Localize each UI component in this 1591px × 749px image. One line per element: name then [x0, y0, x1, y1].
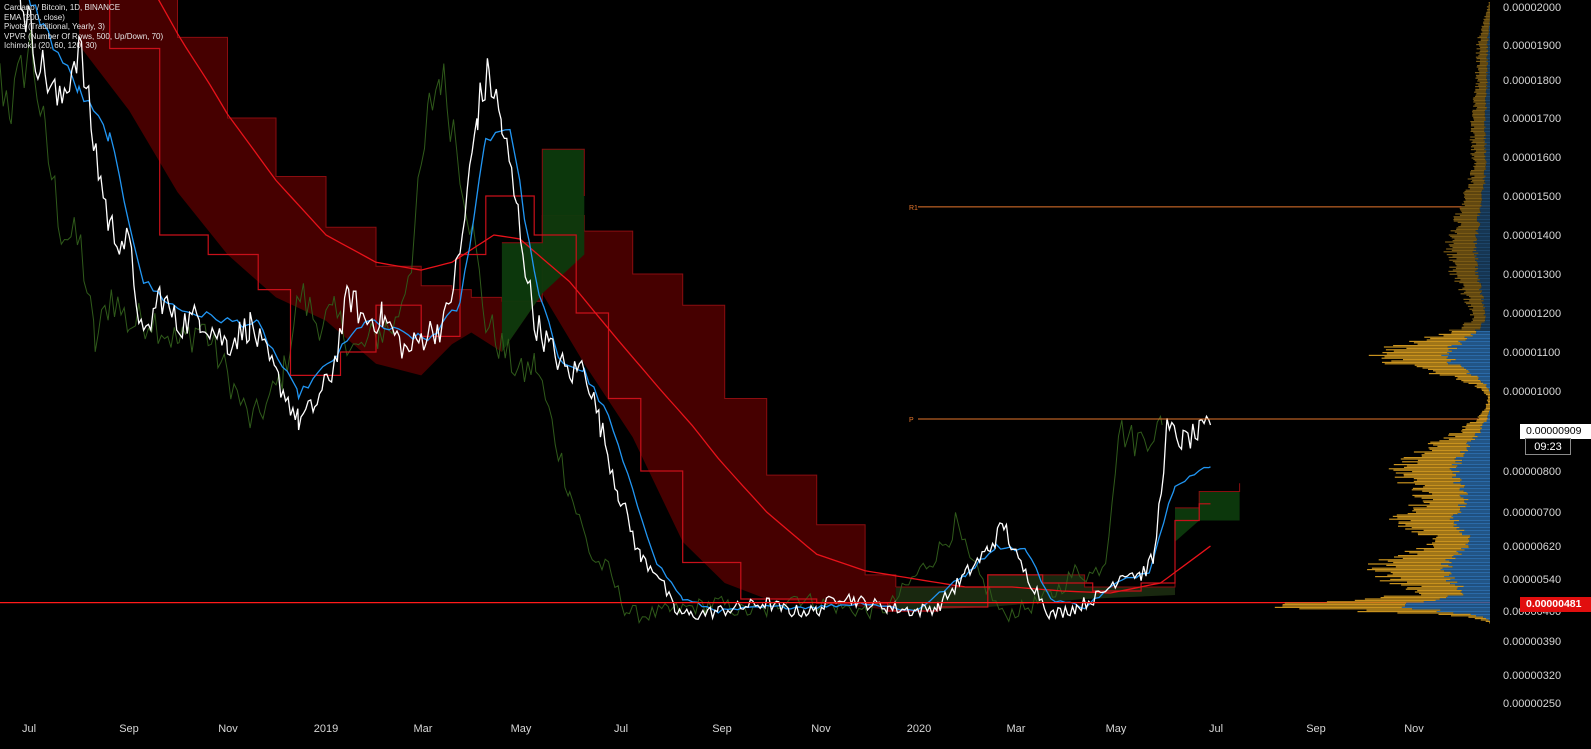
y-tick-label: 0.00001200: [1503, 308, 1561, 320]
y-tick-label: 0.00001400: [1503, 230, 1561, 242]
x-tick-label: Sep: [1306, 723, 1326, 735]
ichimoku-base-line: [109, 0, 1211, 612]
y-tick-label: 0.00001100: [1503, 347, 1560, 359]
y-tick-label: 0.00001600: [1503, 152, 1561, 164]
ichimoku-cloud-bear: [79, 0, 896, 611]
plot-area: R1 P: [0, 0, 1490, 625]
y-tick-label: 0.00000540: [1503, 574, 1561, 586]
horizontal-level-label: 0.00000481: [1520, 597, 1591, 612]
x-tick-label: 2019: [314, 723, 338, 735]
legend-pivots[interactable]: Pivots (Traditional, Yearly, 3): [4, 22, 105, 31]
vpvr-profile: [1274, 2, 1490, 624]
legend-ichimoku[interactable]: Ichimoku (20, 60, 120, 30): [4, 41, 97, 50]
x-tick-label: Sep: [712, 723, 732, 735]
last-price-label: 0.00000909: [1520, 424, 1591, 439]
y-tick-label: 0.00001000: [1503, 386, 1561, 398]
legend-ema[interactable]: EMA (200, close): [4, 12, 65, 22]
y-tick-label: 0.00002000: [1503, 2, 1561, 14]
x-tick-label: Sep: [119, 723, 139, 735]
x-tick-label: Jul: [1209, 723, 1223, 735]
y-tick-label: 0.00001500: [1503, 191, 1561, 203]
pivot-r1-label: R1: [909, 205, 918, 212]
x-tick-label: May: [511, 723, 532, 735]
bar-countdown-label: 09:23: [1525, 438, 1571, 455]
y-tick-label: 0.00001800: [1503, 75, 1561, 87]
x-tick-label: 2020: [907, 723, 931, 735]
pivot-p-label: P: [909, 417, 914, 424]
y-tick-label: 0.00001900: [1503, 40, 1561, 52]
ichimoku-cloud-bull-2020-edge: [1175, 483, 1241, 509]
series-ema200-line: [157, 0, 1211, 594]
y-tick-label: 0.00001700: [1503, 113, 1561, 125]
x-tick-label: Mar: [1007, 723, 1026, 735]
x-tick-label: Nov: [1404, 723, 1424, 735]
y-tick-label: 0.00000320: [1503, 670, 1561, 682]
axes: Jul Sep Nov 2019 Mar May Jul Sep Nov 2020 Mar May Ju…: [22, 2, 1561, 735]
y-tick-label: 0.00000620: [1503, 541, 1561, 553]
ichimoku-cloud-bull-2019: [501, 149, 585, 352]
x-tick-label: Nov: [811, 723, 831, 735]
legend-symbol[interactable]: Cardano / Bitcoin, 1D, BINANCE: [4, 3, 121, 12]
y-tick-label: 0.00001300: [1503, 269, 1561, 281]
x-tick-label: Nov: [218, 723, 238, 735]
y-tick-label: 0.00000800: [1503, 466, 1561, 478]
x-tick-label: Mar: [414, 723, 433, 735]
x-tick-label: May: [1106, 723, 1127, 735]
chart-legend: Cardano / Bitcoin, 1D, BINANCE EMA (200,…: [4, 3, 163, 51]
x-tick-label: Jul: [22, 723, 36, 735]
legend-vpvr[interactable]: VPVR (Number Of Rows, 500, Up/Down, 70): [4, 31, 164, 41]
ichimoku-lagging-span: [0, 29, 1163, 625]
y-tick-label: 0.00000390: [1503, 636, 1561, 648]
y-tick-label: 0.00000250: [1503, 698, 1561, 710]
series-close-line: [19, 0, 1212, 621]
x-tick-label: Jul: [614, 723, 628, 735]
ichimoku-cloud-bull-2020: [1175, 483, 1240, 542]
y-tick-label: 0.00000700: [1503, 507, 1561, 519]
